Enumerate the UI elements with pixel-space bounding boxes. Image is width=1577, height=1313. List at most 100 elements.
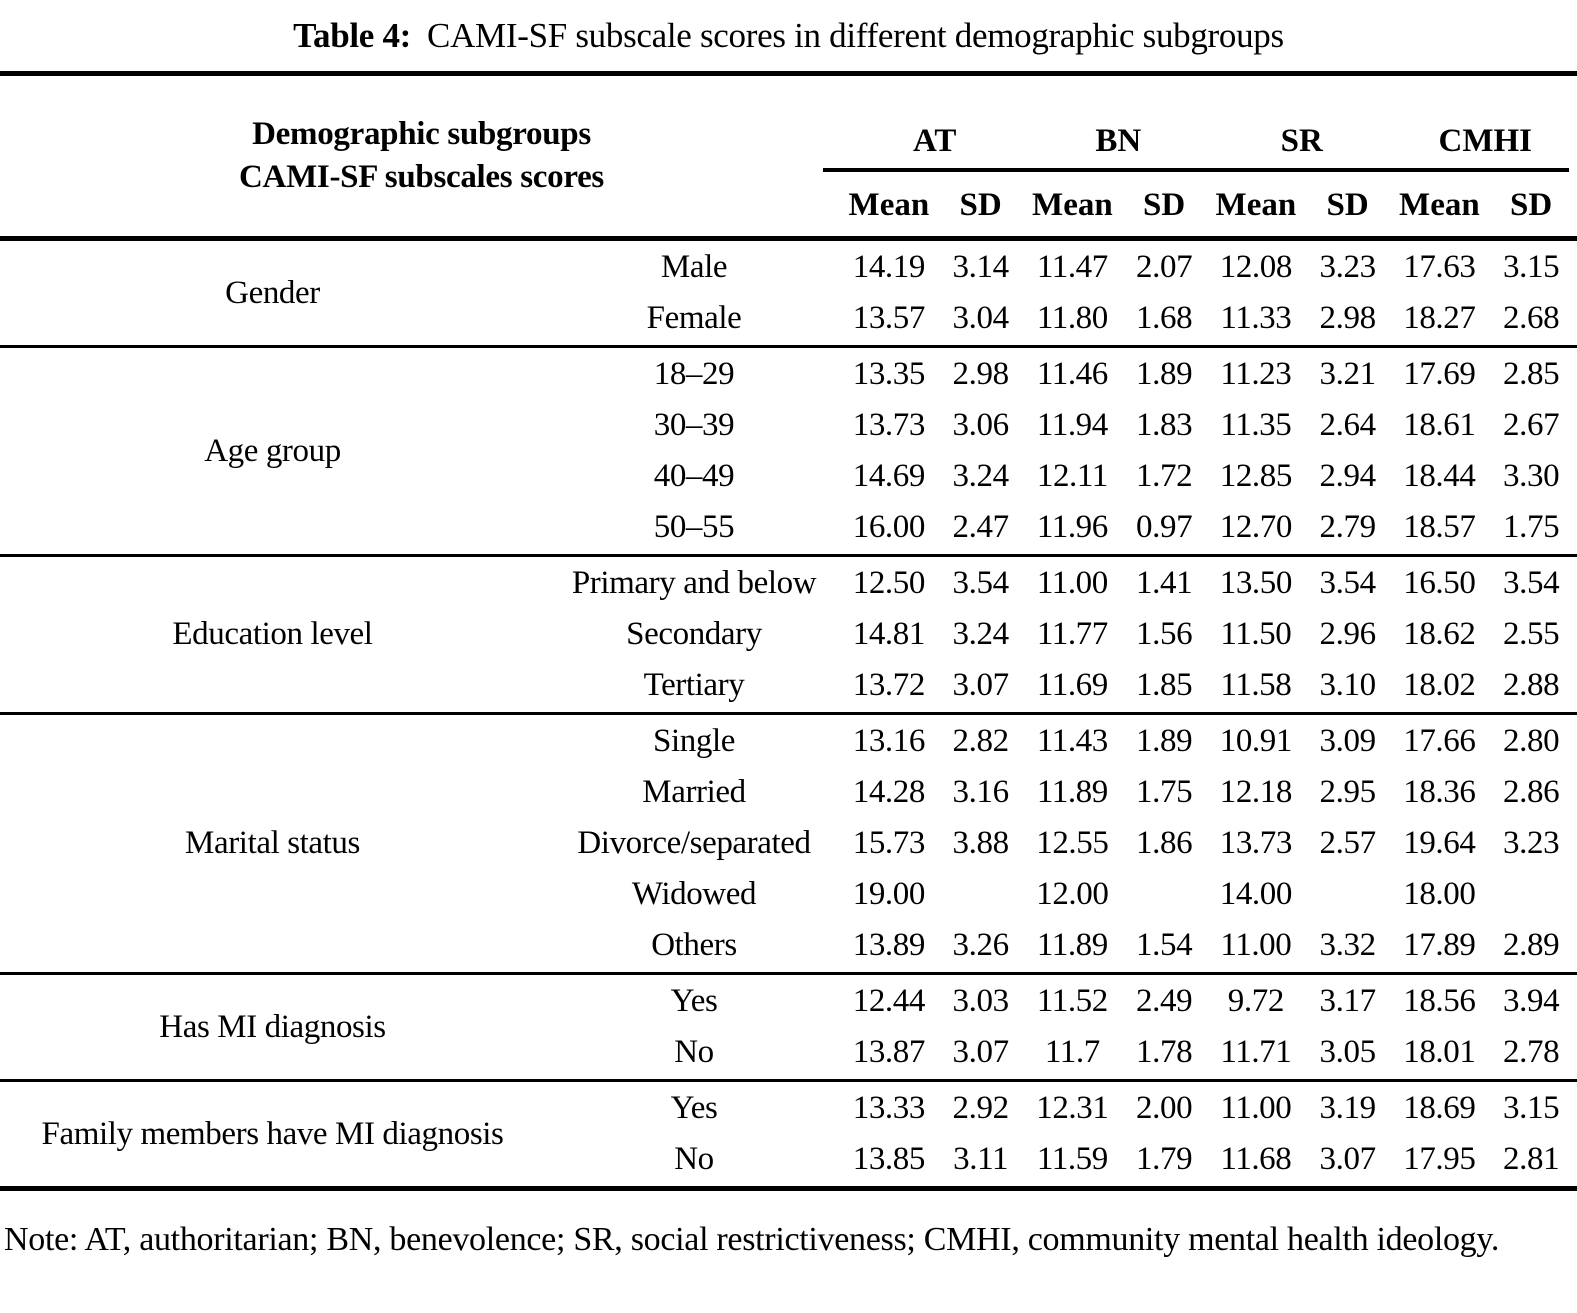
value-cell: 11.52 bbox=[1036, 983, 1108, 1019]
value-cell: 11.89 bbox=[1036, 927, 1108, 963]
value-cell: 3.26 bbox=[952, 927, 1010, 963]
value-cell: 3.04 bbox=[952, 300, 1010, 336]
value-cell: 3.10 bbox=[1319, 667, 1377, 703]
header-subscale-sr: SR bbox=[1280, 123, 1323, 159]
row-label: Female bbox=[646, 300, 742, 336]
demographics-table: Demographic subgroups CAMI-SF subscales … bbox=[0, 71, 1577, 1191]
value-cell: 2.86 bbox=[1503, 774, 1560, 810]
group-label: Age group bbox=[204, 432, 341, 469]
value-cell: 13.73 bbox=[852, 407, 926, 443]
value-cell: 13.85 bbox=[852, 1141, 926, 1177]
header-stat-cmhi-sd: SD bbox=[1510, 186, 1553, 223]
header-stub-line2: CAMI-SF subscales scores bbox=[239, 159, 604, 195]
value-cell: 14.19 bbox=[852, 249, 926, 285]
value-cell: 3.21 bbox=[1319, 356, 1377, 392]
value-cell: 3.09 bbox=[1319, 723, 1377, 759]
value-cell: 3.05 bbox=[1319, 1034, 1377, 1070]
value-cell: 3.07 bbox=[952, 1034, 1010, 1070]
group-label: Gender bbox=[225, 274, 320, 311]
value-cell: 3.30 bbox=[1503, 458, 1560, 494]
value-cell: 2.98 bbox=[1319, 300, 1377, 336]
value-cell: 3.19 bbox=[1319, 1090, 1377, 1126]
value-cell: 1.86 bbox=[1136, 825, 1193, 861]
value-cell: 3.32 bbox=[1319, 927, 1377, 963]
value-cell: 11.00 bbox=[1220, 927, 1292, 963]
value-cell: 1.89 bbox=[1136, 723, 1193, 759]
row-label: Primary and below bbox=[571, 565, 817, 601]
value-cell: 18.44 bbox=[1403, 458, 1476, 494]
value-cell: 12.11 bbox=[1036, 458, 1108, 494]
group-label: Education level bbox=[172, 616, 373, 652]
value-cell bbox=[1118, 869, 1210, 920]
value-cell: 3.07 bbox=[1319, 1141, 1377, 1177]
value-cell: 12.85 bbox=[1219, 458, 1293, 494]
value-cell: 2.00 bbox=[1136, 1090, 1193, 1126]
value-cell: 11.43 bbox=[1036, 723, 1108, 759]
value-cell: 2.67 bbox=[1503, 407, 1560, 443]
value-cell: 11.47 bbox=[1036, 249, 1108, 285]
value-cell: 19.64 bbox=[1403, 825, 1476, 861]
value-cell: 1.41 bbox=[1136, 565, 1193, 601]
value-cell: 11.80 bbox=[1036, 300, 1108, 336]
row-label: 18–29 bbox=[653, 356, 735, 392]
header-stat-cmhi-mean: Mean bbox=[1399, 186, 1480, 223]
section-marital-status: Marital status Single 13.16 2.82 11.43 1.89 10… bbox=[0, 712, 1577, 972]
row-label: 40–49 bbox=[653, 458, 735, 494]
value-cell: 15.73 bbox=[852, 825, 926, 861]
section-has-mi-diagnosis: Has MI diagnosis Yes 12.44 3.03 11.52 2.49 9.7… bbox=[0, 972, 1577, 1079]
value-cell: 18.57 bbox=[1403, 509, 1476, 545]
header-stat-at-sd: SD bbox=[959, 186, 1002, 223]
value-cell: 3.23 bbox=[1503, 825, 1560, 861]
value-cell: 2.82 bbox=[952, 723, 1010, 759]
value-cell: 9.72 bbox=[1227, 983, 1285, 1019]
value-cell: 2.88 bbox=[1503, 667, 1560, 703]
value-cell: 11.77 bbox=[1036, 616, 1108, 652]
table-title-label: Table 4: bbox=[293, 15, 412, 55]
value-cell: 2.47 bbox=[952, 509, 1010, 545]
value-cell: 2.55 bbox=[1503, 616, 1560, 652]
row-label: Widowed bbox=[631, 876, 757, 912]
row-label: Single bbox=[653, 723, 735, 759]
header-subscale-cmhi: CMHI bbox=[1438, 123, 1533, 159]
value-cell: 11.50 bbox=[1220, 616, 1292, 652]
value-cell: 13.50 bbox=[1219, 565, 1293, 601]
header-stat-sr-mean: Mean bbox=[1215, 186, 1297, 223]
value-cell: 1.56 bbox=[1136, 616, 1193, 652]
value-cell: 12.00 bbox=[1036, 876, 1109, 912]
value-cell: 18.62 bbox=[1403, 616, 1476, 652]
value-cell: 1.79 bbox=[1136, 1141, 1193, 1177]
value-cell: 16.50 bbox=[1403, 565, 1476, 601]
value-cell: 3.54 bbox=[952, 565, 1010, 601]
value-cell: 1.78 bbox=[1136, 1034, 1193, 1070]
table-title-text: CAMI-SF subscale scores in different dem… bbox=[427, 15, 1284, 55]
value-cell: 12.70 bbox=[1219, 509, 1293, 545]
value-cell: 2.07 bbox=[1136, 249, 1193, 285]
value-cell: 3.54 bbox=[1319, 565, 1377, 601]
value-cell: 3.24 bbox=[952, 458, 1010, 494]
value-cell: 11.35 bbox=[1220, 407, 1292, 443]
value-cell: 17.66 bbox=[1403, 723, 1476, 759]
value-cell: 11.46 bbox=[1036, 356, 1108, 392]
value-cell: 13.87 bbox=[852, 1034, 926, 1070]
value-cell: 13.33 bbox=[852, 1090, 926, 1126]
row-label: Divorce/separated bbox=[577, 825, 811, 861]
value-cell: 2.57 bbox=[1319, 825, 1377, 861]
value-cell: 3.23 bbox=[1319, 249, 1377, 285]
value-cell: 13.73 bbox=[1219, 825, 1293, 861]
value-cell: 18.01 bbox=[1403, 1034, 1476, 1070]
value-cell: 1.85 bbox=[1136, 667, 1193, 703]
value-cell: 11.96 bbox=[1036, 509, 1108, 545]
value-cell: 18.69 bbox=[1403, 1090, 1476, 1126]
value-cell: 3.94 bbox=[1503, 983, 1560, 1019]
header-subscale-at: AT bbox=[913, 123, 957, 159]
value-cell: 11.33 bbox=[1220, 300, 1292, 336]
value-cell: 2.78 bbox=[1503, 1034, 1560, 1070]
value-cell: 18.27 bbox=[1403, 300, 1476, 336]
group-label: Family members have MI diagnosis bbox=[41, 1115, 504, 1152]
header-subscale-bn: BN bbox=[1095, 123, 1142, 159]
section-age-group: Age group 18–29 13.35 2.98 11.46 1.89 11.23 3.2… bbox=[0, 345, 1577, 554]
value-cell bbox=[935, 869, 1027, 920]
section-gender: Gender Male 14.19 3.14 11.47 2.07 12.08 3.23 17.… bbox=[0, 241, 1577, 345]
table-title: Table 4: CAMI-SF subscale scores in diff… bbox=[0, 0, 1577, 71]
